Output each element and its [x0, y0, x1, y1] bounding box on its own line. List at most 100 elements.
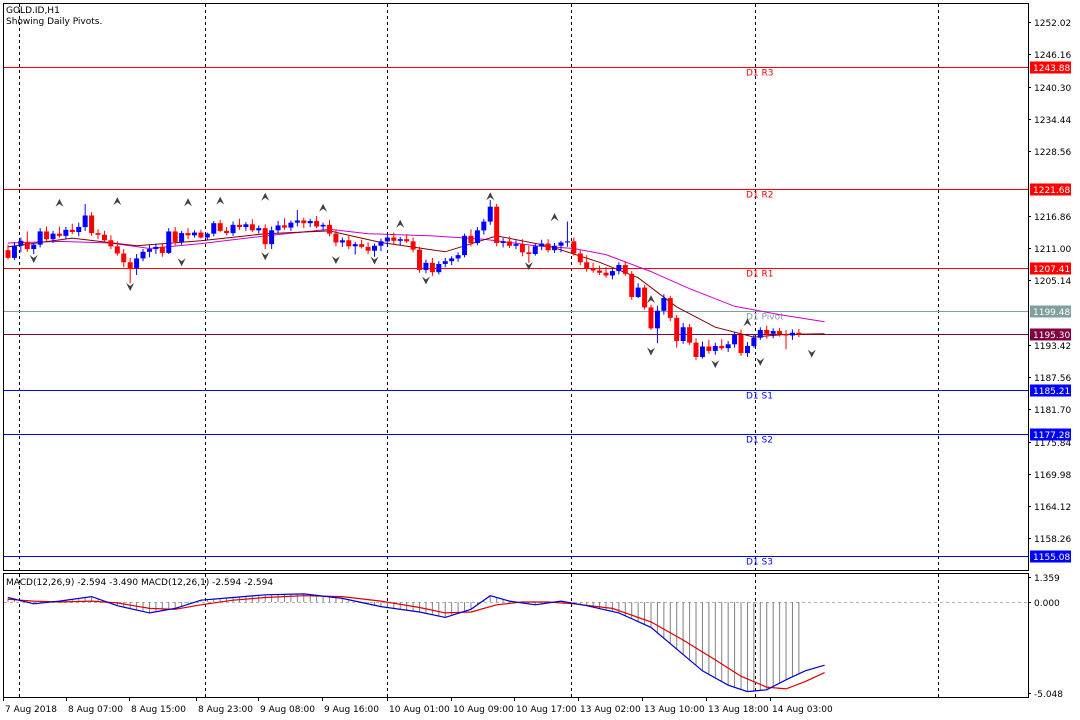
candle-body [468, 235, 474, 244]
candle-body [256, 228, 262, 231]
price-badge-r2 [1030, 183, 1071, 196]
price-axis[interactable]: 1252.02 1246.16 1240.30 1234.44 1228.56 1216.… [1028, 19, 1071, 700]
candle-body [204, 233, 210, 238]
candlesticks[interactable] [5, 200, 802, 361]
macd-axis-label: 1.359 [1034, 574, 1060, 584]
candle-body [365, 246, 371, 251]
candle-body [391, 237, 397, 241]
fractal-down-arrow-icon [807, 349, 816, 358]
candle-body [532, 246, 538, 255]
fractal-up-arrow-icon [113, 197, 122, 206]
pivot-level-lines: D1 R3 D1 R2 D1 R1 D1 Pivot D1 S1 D1 S2 D1 S3 [4, 67, 1028, 568]
candle-body [359, 244, 365, 247]
time-axis-label: 13 Aug 18:00 [708, 705, 769, 715]
candle-body [738, 334, 744, 354]
candle-body [783, 334, 789, 336]
main-panel-frame [3, 3, 1029, 571]
fractal-down-arrow-icon [647, 347, 655, 356]
candle-body [584, 262, 590, 269]
time-axis[interactable]: 7 Aug 2018 8 Aug 07:00 8 Aug 15:00 8 Aug 23… [3, 697, 833, 715]
pivot-label-s3: D1 S3 [746, 558, 773, 568]
candle-body [56, 233, 62, 236]
candle-body [757, 329, 763, 338]
price-axis-label: 1187.56 [1034, 374, 1071, 384]
price-axis-label: 1193.42 [1034, 342, 1071, 352]
candle-body [333, 233, 339, 243]
pivot-label-r3: D1 R3 [746, 69, 774, 79]
price-axis-label: 1169.98 [1034, 471, 1071, 481]
candle-body [635, 287, 641, 297]
fractal-up-arrow-icon [486, 192, 495, 201]
fractal-down-arrow-icon [261, 252, 270, 261]
candle-body [539, 243, 545, 247]
price-badge-current [1030, 328, 1071, 341]
price-axis-label: 1211.00 [1034, 245, 1071, 255]
candle-body [674, 317, 680, 341]
price-badge-r3 [1030, 61, 1071, 74]
candle-body [680, 327, 686, 341]
price-axis-label: 1246.16 [1034, 51, 1071, 61]
fractal-down-arrow-icon [421, 276, 430, 285]
candle-body [545, 243, 551, 251]
candle-body [191, 232, 197, 236]
candle-body [37, 231, 43, 245]
candle-body [751, 337, 757, 346]
price-badge-s3 [1030, 550, 1071, 563]
fractal-down-arrow-icon [177, 258, 186, 267]
candle-body [101, 234, 107, 241]
price-axis-label: 1240.30 [1034, 84, 1071, 94]
macd-main-line [7, 593, 825, 693]
price-badge-text-current: 1195.30 [1033, 331, 1070, 341]
candle-body [474, 230, 480, 244]
pivot-label-pivot: D1 Pivot [746, 313, 784, 323]
candle-body [481, 221, 487, 231]
candle-body [629, 273, 635, 297]
candle-body [564, 241, 570, 243]
candle-body [616, 265, 622, 272]
candle-body [397, 239, 403, 241]
price-badge-text-pivot: 1199.48 [1033, 308, 1070, 318]
candle-body [327, 224, 332, 234]
time-axis-label: 8 Aug 23:00 [198, 705, 253, 715]
macd-indicator [4, 593, 1028, 693]
candle-body [24, 241, 30, 250]
candle-body [140, 251, 146, 259]
candle-body [519, 244, 525, 253]
candle-body [429, 262, 435, 273]
candle-body [417, 249, 423, 270]
time-axis-label: 7 Aug 2018 [5, 705, 57, 715]
candle-body [5, 250, 11, 258]
fractal-up-arrow-icon [184, 198, 193, 207]
candle-body [706, 346, 712, 351]
candle-body [725, 344, 731, 349]
fractal-markers [29, 192, 816, 369]
candle-body [597, 270, 603, 273]
candle-body [410, 241, 416, 250]
price-axis-label: 1164.12 [1034, 503, 1071, 513]
price-badge-s2 [1030, 428, 1071, 441]
candle-body [494, 206, 500, 244]
candle-body [404, 239, 410, 242]
macd-legend: MACD(12,26,9) -2.594 -3.490 MACD(12,26,1… [6, 578, 273, 588]
price-axis-label: 1234.44 [1034, 116, 1071, 126]
candle-body [288, 222, 294, 228]
candle-body [352, 244, 358, 247]
candle-body [590, 268, 596, 271]
candle-body [314, 220, 320, 227]
chart-symbol-title: GOLD.ID,H1 [6, 6, 60, 16]
time-axis-label: 13 Aug 02:00 [580, 705, 641, 715]
candle-body [243, 224, 249, 228]
candle-body [500, 241, 506, 244]
fractal-down-arrow-icon [524, 262, 533, 271]
candle-body [719, 345, 725, 349]
price-axis-label: 1175.84 [1034, 439, 1071, 449]
fractal-down-arrow-icon [29, 254, 38, 263]
candle-body [558, 242, 564, 246]
candle-body [732, 334, 738, 345]
time-axis-label: 9 Aug 08:00 [260, 705, 315, 715]
time-axis-label: 9 Aug 16:00 [324, 705, 379, 715]
candle-body [281, 225, 287, 228]
candle-body [50, 233, 56, 240]
candle-body [372, 245, 378, 251]
